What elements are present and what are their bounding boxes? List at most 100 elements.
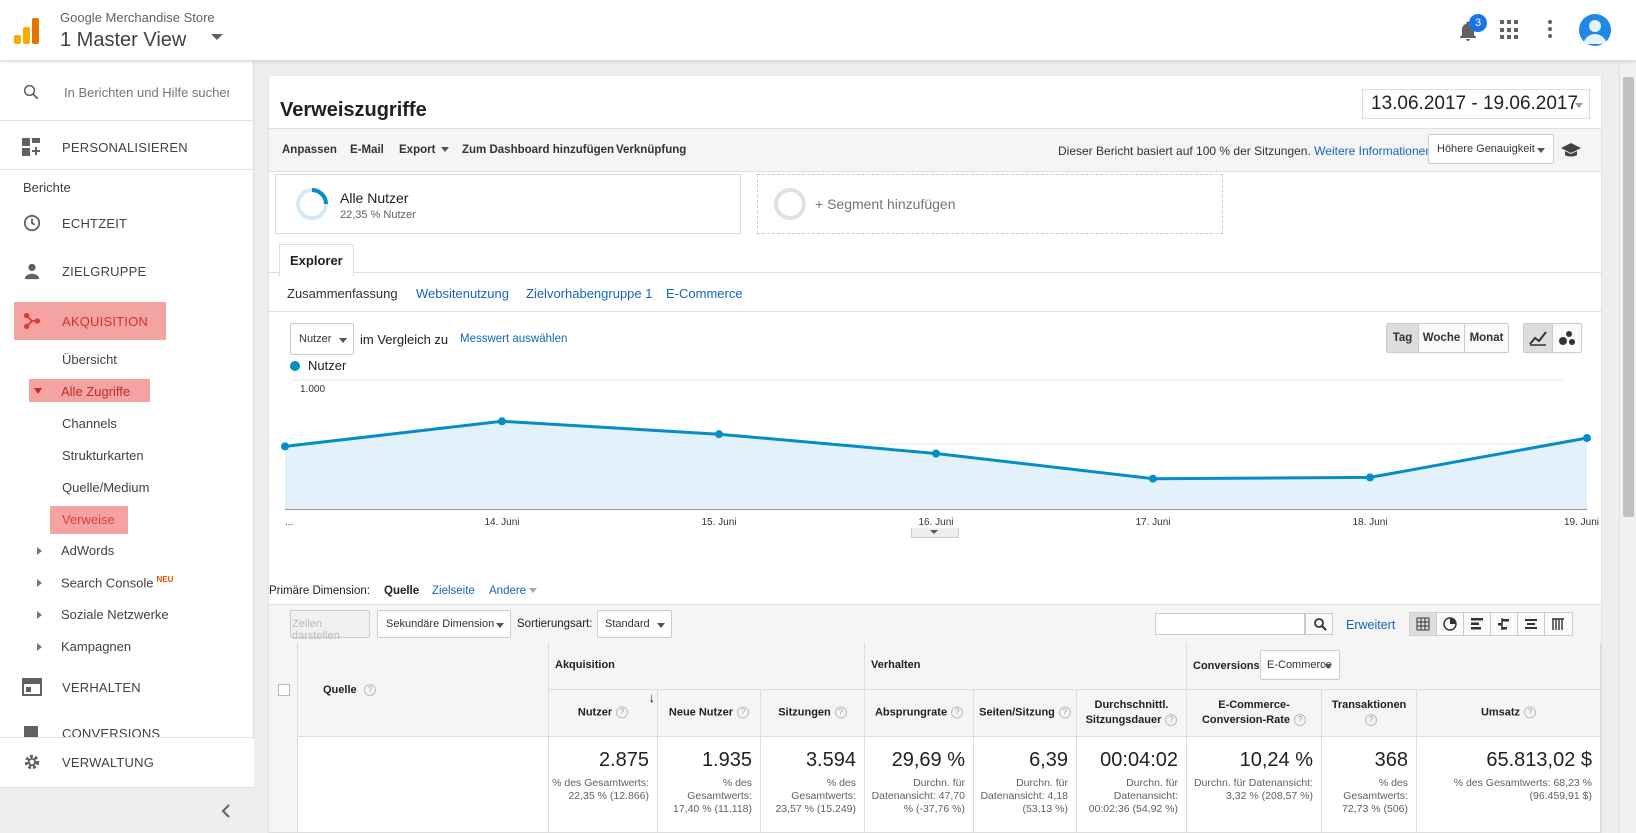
collapse-sidebar-icon[interactable]	[220, 804, 232, 818]
metric-select[interactable]: Nutzer	[290, 323, 354, 355]
chart-resize-handle[interactable]	[911, 528, 959, 538]
date-range-selector[interactable]: 13.06.2017 - 19.06.2017	[1362, 89, 1590, 119]
advanced-filter-link[interactable]: Erweitert	[1346, 618, 1396, 632]
scrollbar-thumb[interactable]	[1623, 77, 1634, 517]
sidebar-item-strukturkarten[interactable]: Strukturkarten	[62, 448, 144, 463]
select-all-checkbox[interactable]	[278, 684, 290, 696]
comparison-view-button[interactable]	[1491, 613, 1518, 635]
term-cloud-button[interactable]	[1518, 613, 1545, 635]
conversion-type-select[interactable]: E-Commerce	[1260, 650, 1340, 680]
motion-chart-button[interactable]	[1553, 324, 1581, 352]
expand-right-icon[interactable]	[37, 579, 42, 587]
sidebar-item-adwords[interactable]: AdWords	[61, 543, 115, 558]
sidebar-item-alle-zugriffe[interactable]: Alle Zugriffe	[61, 384, 131, 399]
add-segment-button[interactable]: + Segment hinzufügen	[757, 174, 1223, 234]
data-point[interactable]	[932, 449, 940, 458]
anpassen-button[interactable]: Anpassen	[282, 144, 337, 156]
table-search-input[interactable]	[1155, 613, 1305, 635]
analytics-logo-icon[interactable]	[14, 18, 40, 44]
help-icon[interactable]: ?	[1294, 714, 1307, 727]
table-view-button[interactable]	[1410, 613, 1437, 635]
period-day-button[interactable]: Tag	[1387, 324, 1419, 352]
graduation-cap-icon[interactable]	[1560, 142, 1582, 158]
help-icon[interactable]: ?	[1524, 706, 1537, 719]
column-header-metric[interactable]: Umsatz?	[1417, 690, 1601, 737]
data-point[interactable]	[715, 430, 723, 439]
column-header-metric[interactable]: Durchschnittl. Sitzungsdauer?	[1077, 690, 1187, 737]
expand-right-icon[interactable]	[37, 643, 42, 651]
column-header-quelle[interactable]: Quelle?	[298, 642, 549, 737]
sidebar-item-zielgruppe[interactable]: ZIELGRUPPE	[0, 251, 254, 291]
help-icon[interactable]: ?	[364, 684, 376, 696]
sidebar-item-uebersicht[interactable]: Übersicht	[62, 352, 117, 367]
precision-select[interactable]: Höhere Genauigkeit	[1428, 134, 1554, 164]
sort-descending-icon[interactable]: ↓	[648, 690, 656, 705]
add-to-dashboard-button[interactable]: Zum Dashboard hinzufügen	[462, 144, 615, 156]
secondary-dimension-select[interactable]: Sekundäre Dimension	[377, 610, 511, 638]
more-vert-icon[interactable]	[1548, 20, 1552, 40]
column-header-metric[interactable]: ↓ Nutzer?	[549, 690, 658, 737]
expand-right-icon[interactable]	[37, 611, 42, 619]
help-icon[interactable]: ?	[951, 706, 964, 719]
page-scrollbar[interactable]	[1619, 61, 1636, 833]
sidebar-item-channels[interactable]: Channels	[62, 416, 117, 431]
sidebar-item-verhalten[interactable]: VERHALTEN	[0, 667, 254, 707]
period-week-button[interactable]: Woche	[1419, 324, 1465, 352]
dimension-andere[interactable]: Andere	[489, 585, 538, 597]
help-icon[interactable]: ?	[737, 706, 750, 719]
search-input[interactable]	[64, 82, 229, 102]
subtab-ecommerce[interactable]: E-Commerce	[666, 286, 743, 301]
column-header-metric[interactable]: Absprungrate?	[865, 690, 974, 737]
sidebar-item-akquisition[interactable]: AKQUISITION	[0, 301, 254, 341]
data-point[interactable]	[498, 417, 506, 426]
shortcut-button[interactable]: Verknüpfung	[616, 144, 687, 156]
expand-down-icon[interactable]	[34, 388, 42, 394]
column-header-metric[interactable]: Sitzungen?	[761, 690, 865, 737]
column-header-metric[interactable]: Neue Nutzer?	[658, 690, 761, 737]
dimension-quelle[interactable]: Quelle	[384, 585, 420, 597]
help-icon[interactable]: ?	[616, 706, 629, 719]
help-icon[interactable]: ?	[1058, 706, 1071, 719]
plot-rows-button[interactable]: Zeilen darstellen	[290, 610, 370, 642]
column-header-metric[interactable]: E-Commerce-Conversion-Rate?	[1187, 690, 1322, 737]
subtab-websitenutzung[interactable]: Websitenutzung	[416, 286, 509, 301]
sidebar-item-verwaltung[interactable]: VERWALTUNG	[0, 742, 254, 782]
period-month-button[interactable]: Monat	[1469, 332, 1504, 344]
expand-right-icon[interactable]	[37, 547, 42, 555]
select-metric-link[interactable]: Messwert auswählen	[460, 333, 568, 345]
data-point[interactable]	[281, 442, 289, 451]
performance-view-button[interactable]	[1464, 613, 1491, 635]
help-icon[interactable]: ?	[834, 706, 847, 719]
sidebar-item-quelle-medium[interactable]: Quelle/Medium	[62, 480, 150, 495]
line-chart-button[interactable]	[1524, 324, 1553, 352]
column-header-metric[interactable]: Seiten/Sitzung?	[974, 690, 1077, 737]
sort-select[interactable]: Standard	[597, 610, 672, 638]
email-button[interactable]: E-Mail	[350, 144, 384, 156]
sidebar-item-personalisieren[interactable]: PERSONALISIEREN	[0, 127, 254, 167]
sidebar-item-kampagnen[interactable]: Kampagnen	[61, 639, 132, 654]
sidebar-item-echtzeit[interactable]: ECHTZEIT	[0, 203, 254, 243]
help-icon[interactable]: ?	[1165, 714, 1178, 727]
segment-all-users[interactable]: Alle Nutzer 22,35 % Nutzer	[275, 174, 741, 234]
data-point[interactable]	[1366, 473, 1374, 482]
sidebar-item-conversions[interactable]: CONVERSIONS	[0, 713, 254, 737]
help-icon[interactable]: ?	[1365, 714, 1377, 727]
subtab-zielvorhabengruppe[interactable]: Zielvorhabengruppe 1	[526, 286, 653, 301]
pivot-view-button[interactable]	[1545, 613, 1572, 635]
view-selector[interactable]: 1 Master View	[60, 29, 187, 51]
more-info-link[interactable]: Weitere Informationen	[1314, 144, 1432, 158]
data-point[interactable]	[1149, 474, 1157, 483]
data-point[interactable]	[1583, 434, 1591, 443]
avatar[interactable]	[1579, 14, 1611, 46]
sidebar-item-soziale-netzwerke[interactable]: Soziale Netzwerke	[61, 607, 169, 622]
sidebar-item-search-console[interactable]: Search Console NEU	[61, 575, 173, 590]
column-header-metric[interactable]: Transaktionen?	[1322, 690, 1417, 737]
dimension-zielseite[interactable]: Zielseite	[432, 585, 475, 597]
tab-explorer[interactable]: Explorer	[279, 244, 354, 277]
sidebar-item-verweise[interactable]: Verweise	[62, 512, 115, 527]
table-search-button[interactable]	[1305, 613, 1333, 635]
export-button[interactable]: Export	[399, 144, 450, 156]
pie-view-button[interactable]	[1437, 613, 1464, 635]
apps-grid-icon[interactable]	[1500, 20, 1520, 40]
chevron-down-icon[interactable]	[211, 34, 223, 40]
